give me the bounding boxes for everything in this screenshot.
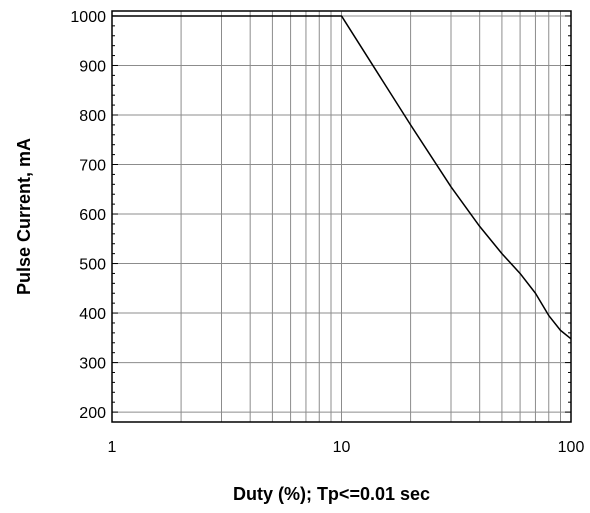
- series-line: [112, 15, 572, 340]
- x-tick-label: 1: [108, 439, 117, 456]
- y-tick-label: 200: [79, 405, 106, 422]
- x-tick-label: 10: [333, 439, 351, 456]
- y-tick-label: 600: [79, 207, 106, 224]
- y-tick-labels: 200 300 400 500 600 700 800 900 1000: [70, 9, 106, 422]
- x-tick-label: 100: [558, 439, 585, 456]
- x-axis-title: Duty (%); Tp<=0.01 sec: [233, 484, 430, 504]
- series-layer: [112, 15, 572, 340]
- y-tick-label: 500: [79, 257, 106, 274]
- y-tick-label: 800: [79, 108, 106, 125]
- y-axis-title: Pulse Current, mA: [14, 138, 34, 295]
- plot-frame: [111, 10, 572, 423]
- y-tick-label: 900: [79, 58, 106, 75]
- grid: [112, 11, 571, 422]
- x-tick-labels: 1 10 100: [108, 439, 585, 456]
- y-tick-label: 400: [79, 306, 106, 323]
- y-tick-label: 700: [79, 158, 106, 175]
- y-tick-label: 300: [79, 356, 106, 373]
- y-tick-label: 1000: [70, 9, 106, 26]
